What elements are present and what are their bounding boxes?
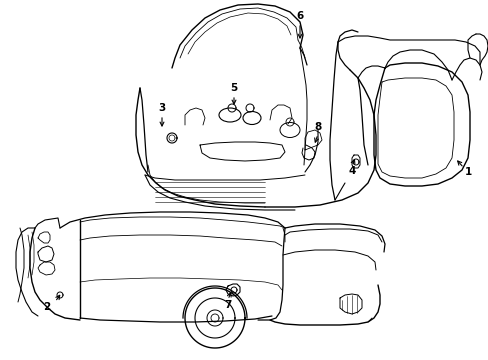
Text: 1: 1 [464,167,470,177]
Text: 5: 5 [230,83,237,93]
Text: 2: 2 [43,302,51,312]
Text: 8: 8 [314,122,321,132]
Text: 7: 7 [224,300,231,310]
Text: 3: 3 [158,103,165,113]
Text: 4: 4 [347,166,355,176]
Text: 6: 6 [296,11,303,21]
